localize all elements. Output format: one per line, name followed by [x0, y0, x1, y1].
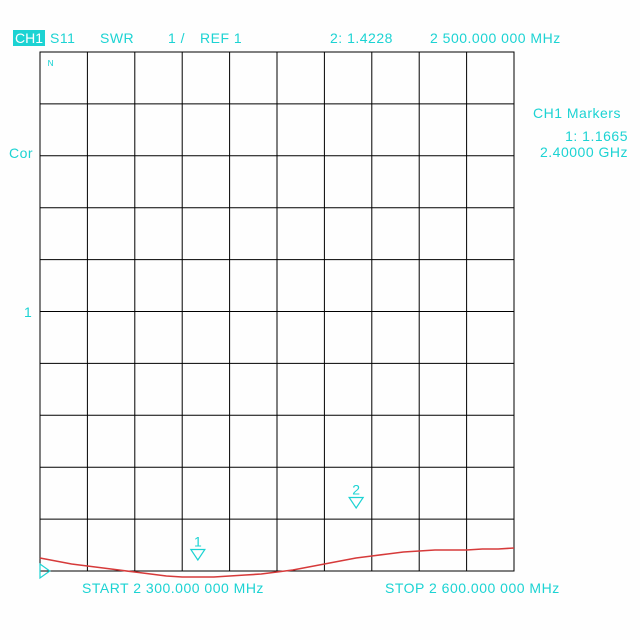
channel-badge: CH1 [13, 30, 45, 46]
marker2-value: 2: 1.4228 [330, 30, 393, 46]
svg-text:1: 1 [194, 534, 202, 550]
marker1-value: 1: 1.1665 [565, 128, 628, 144]
marker1-frequency: 2.40000 GHz [540, 144, 628, 160]
aux-symbol: ᴺ [48, 58, 54, 72]
marker2-frequency: 2 500.000 000 MHz [430, 30, 561, 46]
correction-label: Cor [9, 145, 33, 161]
start-frequency: START 2 300.000 000 MHz [82, 580, 264, 596]
ref-label: REF 1 [200, 30, 242, 46]
markers-panel-title: CH1 Markers [533, 105, 621, 121]
scale-label: 1 / [168, 30, 185, 46]
format-label: SWR [100, 30, 134, 46]
stop-frequency: STOP 2 600.000 000 MHz [385, 580, 560, 596]
one-label: 1 [24, 304, 32, 320]
swr-chart: 12 [0, 0, 640, 640]
svg-text:2: 2 [352, 482, 360, 498]
s-parameter-label: S11 [50, 30, 75, 46]
